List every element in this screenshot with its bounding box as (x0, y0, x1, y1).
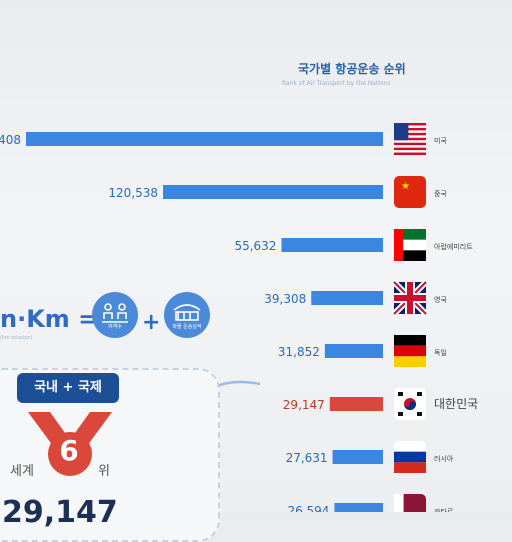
country-label-6: 러시아 (434, 454, 454, 463)
kr-flag (394, 388, 426, 420)
bar-4 (324, 344, 383, 358)
ru-flag (394, 441, 426, 473)
formula-subtext: (km mission) (0, 335, 33, 341)
cargo-icon-caption: 화물 운송실적 (172, 324, 202, 330)
plus-sign: + (142, 310, 161, 335)
bar-7 (334, 503, 383, 512)
value-label-1: 120,538 (108, 186, 158, 200)
de-flag (394, 335, 426, 367)
big-value: 29,147 (2, 495, 118, 530)
country-label-0: 미국 (434, 136, 447, 145)
value-label-0: 408 (0, 133, 21, 147)
formula-text: n·Km = (0, 305, 99, 333)
uk-flag (391, 279, 429, 317)
bar-1 (163, 185, 383, 199)
us-flag (394, 123, 426, 155)
bar-2 (281, 238, 383, 252)
bar-3 (311, 291, 383, 305)
rank-number: 6 (59, 434, 79, 467)
country-label-2: 아랍에미리트 (434, 242, 473, 251)
country-label-7: 카타르 (434, 507, 454, 512)
ae-flag (394, 229, 426, 261)
cn-flag: ★ (394, 176, 426, 208)
qa-flag (394, 494, 426, 512)
passenger-icon: 여객수 (92, 292, 138, 338)
medal-icon (28, 412, 112, 476)
svg-text:★: ★ (401, 181, 410, 192)
value-label-3: 39,308 (264, 292, 306, 306)
chart-title: 국가별 항공운송 순위 (298, 62, 406, 76)
bar-0 (26, 132, 383, 146)
country-label-1: 중국 (434, 190, 447, 198)
rank-suffix: 위 (98, 464, 110, 479)
passenger-icon-caption: 여객수 (108, 324, 122, 330)
domestic-international-pill: 국내 + 국제 (17, 373, 119, 403)
country-label-5: 대한민국 (434, 397, 478, 411)
country-label-4: 독일 (434, 348, 447, 357)
cargo-icon: 화물 운송실적 (164, 292, 210, 338)
value-label-4: 31,852 (278, 345, 320, 359)
air-transport-bar-chart: 408 미국 120,538 ★ 중국 55,632 아랍에미리트 39,308 영국 31,85… (0, 123, 478, 512)
world-label: 세계 (10, 464, 34, 479)
bar-5 (329, 397, 383, 411)
value-label-5: 29,147 (283, 398, 325, 412)
country-label-3: 영국 (434, 295, 447, 304)
value-label-7: 26,594 (287, 504, 329, 512)
value-label-2: 55,632 (234, 239, 276, 253)
bar-6 (332, 450, 383, 464)
value-label-6: 27,631 (286, 451, 328, 465)
chart-subtitle: Rank of Air Transport by the Nations (282, 80, 391, 87)
